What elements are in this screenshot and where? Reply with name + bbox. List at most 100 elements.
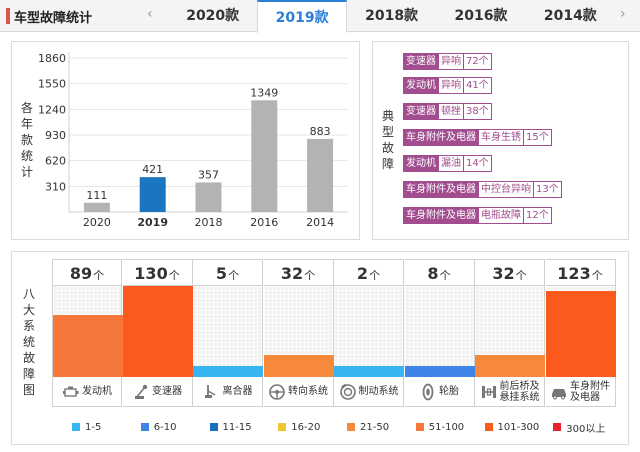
side-label-char: 图 (22, 383, 35, 397)
fault-row[interactable]: 发动机 漏油 14个 (403, 155, 492, 172)
typical-faults-panel: 典型故障 变速器 异响 72个 发动机 异响 41个 变速器 顿挫 38个 车身附件及电器 车身生锈… (372, 41, 629, 240)
system-label: 转向系统 (263, 377, 334, 407)
bar-value-label: 1349 (250, 86, 278, 99)
title-accent (6, 8, 10, 24)
x-tick-label: 2019 (137, 216, 168, 229)
tab-2019[interactable]: 2019款 (257, 0, 347, 33)
system-name-line: 变速器 (152, 386, 182, 397)
system-count: 89个 (52, 259, 122, 286)
system-bar-area (545, 286, 616, 377)
legend-swatch (140, 423, 149, 431)
system-column[interactable]: 32个前后桥及 悬挂系统 (475, 259, 545, 407)
page-title: 车型故障统计 (14, 11, 93, 26)
fault-row[interactable]: 发动机 异响 41个 (403, 77, 492, 94)
system-bar (193, 366, 263, 377)
system-name: 前后桥及 悬挂系统 (500, 381, 540, 403)
system-label: 离合器 (193, 377, 263, 407)
fault-count: 41个 (464, 77, 492, 94)
fault-row[interactable]: 变速器 顿挫 38个 (403, 103, 492, 120)
gearbox-icon (132, 383, 150, 401)
fault-category: 车身附件及电器 (403, 129, 479, 146)
legend-swatch (347, 423, 355, 431)
system-column[interactable]: 2个制动系统 (334, 259, 404, 407)
yearly-bar-chart: 310 620 930 1240 1550 1860 111 2020 421 2019 357 20… (38, 52, 348, 229)
tire-icon (419, 383, 437, 401)
legend-item: 300以上 (553, 419, 622, 435)
prev-arrow-icon[interactable]: ‹ (147, 6, 153, 22)
side-label-char: 故 (381, 141, 394, 155)
side-label-char: 计 (20, 165, 33, 179)
system-column[interactable]: 89个 发动机 (52, 259, 123, 407)
side-label-char: 典 (381, 109, 394, 123)
system-count: 8个 (404, 259, 475, 286)
fault-issue: 顿挫 (439, 103, 464, 120)
system-bar-area (475, 286, 545, 377)
system-column[interactable]: 123个 车身附件 及电器 (545, 259, 616, 407)
legend-item: 6-10 (140, 419, 210, 435)
system-bar (545, 290, 616, 377)
legend-swatch (278, 423, 287, 431)
tab-2014[interactable]: 2014款 (543, 8, 597, 24)
system-bar-area (193, 286, 263, 377)
system-name-line: 制动系统 (358, 386, 399, 397)
header-bar: 车型故障统计 ‹ 2020款 2019款 2018款 2016款 2014款 › (0, 0, 640, 33)
system-column[interactable]: 130个变速器 (122, 259, 193, 407)
system-label: 前后桥及 悬挂系统 (475, 377, 545, 407)
system-column[interactable]: 5个 离合器 (193, 259, 263, 407)
side-label-char: 统 (22, 335, 35, 349)
tab-2020[interactable]: 2020款 (186, 8, 240, 24)
fault-row[interactable]: 车身附件及电器 电瓶故障 12个 (403, 207, 552, 224)
bar-2019 (139, 177, 166, 212)
legend-label: 21-50 (360, 421, 390, 433)
system-bar (53, 314, 123, 377)
brake-icon (339, 383, 357, 401)
typical-side-label: 典型故障 (381, 108, 395, 172)
system-column[interactable]: 8个 轮胎 (404, 259, 475, 407)
side-label-char: 障 (22, 367, 35, 381)
fault-issue: 异响 (439, 53, 464, 70)
x-tick-label: 2020 (83, 216, 111, 229)
fault-count: 72个 (464, 53, 492, 70)
system-name-line: 悬挂系统 (499, 391, 540, 403)
legend-swatch (553, 423, 562, 431)
system-name: 车身附件 及电器 (570, 381, 610, 403)
fault-count: 15个 (524, 129, 552, 146)
fault-row[interactable]: 变速器 异响 72个 (403, 53, 492, 70)
side-label-char: 系 (22, 319, 35, 333)
next-arrow-icon[interactable]: › (620, 6, 626, 22)
fault-issue: 异响 (439, 77, 464, 94)
side-label-char: 八 (22, 287, 35, 301)
x-tick-label: 2018 (195, 216, 223, 229)
bar-value-label: 883 (310, 125, 331, 138)
fault-issue: 车身生锈 (479, 129, 524, 146)
fault-category: 变速器 (403, 103, 439, 120)
fault-count: 38个 (464, 103, 492, 120)
system-bar (263, 354, 334, 377)
tab-2018[interactable]: 2018款 (365, 8, 419, 24)
fault-row[interactable]: 车身附件及电器 中控台异响 13个 (403, 181, 562, 198)
steering-icon (268, 383, 286, 401)
system-bar (475, 354, 545, 377)
system-column[interactable]: 32个转向系统 (263, 259, 334, 407)
system-count-unit: 个 (369, 269, 381, 282)
fault-category: 发动机 (403, 77, 439, 94)
side-label-char: 障 (381, 157, 394, 171)
system-name: 制动系统 (359, 386, 399, 397)
system-bar-area (404, 286, 475, 377)
system-name: 转向系统 (288, 386, 328, 397)
fault-row[interactable]: 车身附件及电器 车身生锈 15个 (403, 129, 552, 146)
tab-2016[interactable]: 2016款 (454, 8, 508, 24)
system-count-unit: 个 (515, 269, 527, 282)
fault-count: 14个 (464, 155, 492, 172)
system-count: 32个 (475, 259, 545, 286)
system-count: 2个 (334, 259, 404, 286)
system-count: 32个 (263, 259, 334, 286)
system-name: 离合器 (223, 386, 253, 397)
legend-item: 11-15 (209, 419, 279, 435)
legend-label: 16-20 (291, 421, 321, 433)
system-name-line: 车身附件 (570, 380, 610, 392)
system-bar (404, 366, 475, 377)
legend-label: 6-10 (153, 421, 177, 433)
fault-category: 变速器 (403, 53, 439, 70)
system-count: 130个 (122, 259, 193, 286)
